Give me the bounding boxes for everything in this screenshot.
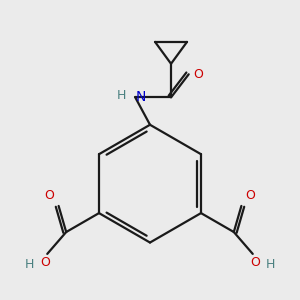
Text: H: H [117, 89, 126, 102]
Text: N: N [136, 90, 146, 104]
Text: O: O [44, 189, 54, 202]
Text: H: H [266, 258, 275, 271]
Text: H: H [25, 258, 34, 271]
Text: O: O [250, 256, 260, 269]
Text: O: O [194, 68, 204, 81]
Text: O: O [40, 256, 50, 269]
Text: O: O [246, 189, 256, 202]
